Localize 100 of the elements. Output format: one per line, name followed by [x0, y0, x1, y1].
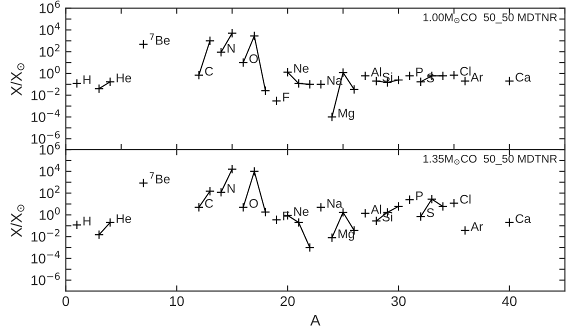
point: [338, 208, 348, 218]
x-tick-label: 0: [62, 296, 70, 306]
y-tick-label: 10$^{−2}$: [32, 88, 60, 100]
series-label: H: [83, 75, 90, 84]
series-label: Al: [370, 204, 382, 214]
series-label: $^{7}$Be: [150, 172, 170, 184]
point: [138, 178, 148, 188]
point: [438, 71, 448, 81]
y-tick-label: 10$^{−4}$: [32, 110, 60, 122]
point: [416, 212, 426, 222]
x-tick-label: 30: [391, 296, 406, 306]
series-label: Ne: [294, 207, 309, 216]
point: [327, 112, 337, 122]
series-label: S: [426, 208, 434, 218]
point: [449, 198, 459, 208]
point: [416, 77, 426, 87]
point: [460, 76, 470, 86]
x-tick-label: 10: [170, 296, 184, 306]
point: [438, 202, 448, 212]
point: [238, 202, 248, 212]
point: [316, 202, 326, 212]
y-tick-label: 10$^{2}$: [40, 44, 60, 57]
point: [260, 86, 270, 96]
point: [250, 31, 260, 41]
point: [94, 230, 104, 240]
point: [404, 71, 414, 81]
y-tick-label: 10$^{0}$: [40, 207, 60, 220]
point: [205, 186, 215, 196]
point: [250, 166, 260, 176]
point: [194, 202, 204, 212]
series-label: Na: [327, 199, 342, 208]
y-axis-title: X/X$_{⊙}$: [10, 63, 24, 96]
series-label: $^{7}$Be: [150, 33, 170, 45]
x-tick-label: 40: [502, 296, 517, 306]
point: [72, 78, 82, 88]
series-label: He: [116, 214, 132, 224]
y-tick-label: 10$^{−4}$: [32, 250, 60, 264]
point: [372, 76, 382, 86]
series-label: C: [205, 66, 213, 76]
series-label: Al: [370, 67, 382, 76]
point: [105, 77, 115, 87]
x-axis-title: A: [310, 314, 320, 326]
y-tick-label: 10$^{−2}$: [32, 229, 60, 242]
point: [216, 188, 226, 197]
series-label: C: [205, 199, 213, 208]
series-label: P: [416, 192, 423, 200]
series-label: Ar: [470, 222, 483, 231]
point: [316, 80, 326, 90]
y-tick-label: 10$^{6}$: [40, 0, 60, 14]
series-label: H: [83, 216, 90, 226]
point: [305, 80, 315, 90]
point: [404, 194, 414, 204]
series-label: Ar: [470, 72, 483, 82]
chart-title: 1.35M$_{⊙}$CO 50_50 MDTNR: [423, 154, 557, 165]
series-label: Ne: [294, 64, 309, 73]
series-label: N: [228, 184, 235, 193]
point: [338, 68, 348, 78]
series-label: He: [116, 74, 132, 82]
point: [360, 208, 370, 218]
point: [272, 215, 282, 225]
point: [360, 71, 370, 81]
point: [460, 226, 470, 236]
point: [227, 28, 237, 38]
point: [216, 47, 226, 57]
chart-title: 1.00M$_{⊙}$CO 50_50 MDTNR: [423, 13, 557, 24]
point: [294, 78, 304, 88]
point: [394, 202, 404, 212]
y-tick-label: 10$^{4}$: [40, 22, 60, 36]
point: [205, 36, 215, 46]
x-tick-label: 20: [280, 296, 295, 306]
point: [327, 232, 337, 242]
point: [138, 40, 148, 49]
series-label: Si: [382, 72, 392, 82]
point: [272, 96, 282, 106]
y-tick-label: 10$^{0}$: [40, 66, 60, 79]
point: [227, 164, 237, 174]
point: [105, 218, 115, 228]
point: [504, 218, 514, 228]
point: [260, 207, 270, 217]
point: [305, 242, 315, 252]
point: [349, 84, 359, 94]
series-label: Cl: [460, 66, 470, 76]
series-label: Cl: [460, 194, 470, 204]
point: [294, 218, 304, 228]
y-tick-label: 10$^{4}$: [40, 164, 60, 176]
y-tick-label: 10$^{−6}$: [32, 272, 60, 286]
point: [427, 194, 437, 204]
series-label: N: [228, 44, 235, 53]
series-label: Mg: [338, 230, 354, 241]
point: [504, 76, 514, 86]
series-label: Mg: [338, 108, 354, 120]
series-label: Si: [382, 212, 392, 222]
point: [394, 75, 404, 85]
series-label: O: [249, 54, 258, 64]
y-axis-title: X/X$_{⊙}$: [10, 204, 24, 238]
point: [94, 84, 104, 94]
y-tick-label: 10$^{2}$: [40, 186, 60, 198]
point: [238, 58, 248, 68]
series-label: O: [249, 199, 258, 208]
point: [72, 220, 82, 230]
